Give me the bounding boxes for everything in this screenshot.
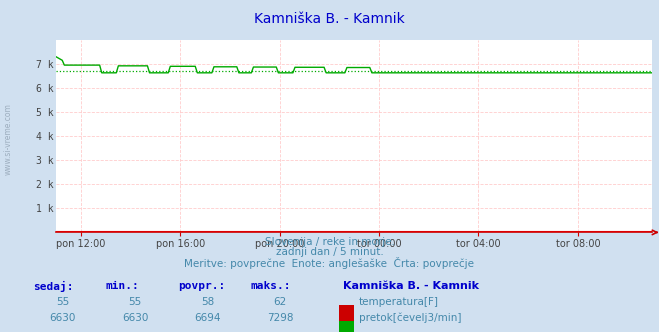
Text: 55: 55 — [129, 297, 142, 307]
Text: pretok[čevelj3/min]: pretok[čevelj3/min] — [359, 313, 462, 323]
Text: 58: 58 — [201, 297, 214, 307]
Text: temperatura[F]: temperatura[F] — [359, 297, 439, 307]
Text: Meritve: povprečne  Enote: anglešaške  Črta: povprečje: Meritve: povprečne Enote: anglešaške Črt… — [185, 257, 474, 269]
Text: 6630: 6630 — [122, 313, 148, 323]
Text: maks.:: maks.: — [250, 281, 291, 290]
Text: 7298: 7298 — [267, 313, 293, 323]
Text: zadnji dan / 5 minut.: zadnji dan / 5 minut. — [275, 247, 384, 257]
Text: Kamniška B. - Kamnik: Kamniška B. - Kamnik — [254, 12, 405, 26]
Text: sedaj:: sedaj: — [33, 281, 73, 291]
Text: 55: 55 — [56, 297, 69, 307]
Text: povpr.:: povpr.: — [178, 281, 225, 290]
Text: Kamniška B. - Kamnik: Kamniška B. - Kamnik — [343, 281, 478, 290]
Text: 62: 62 — [273, 297, 287, 307]
Text: 6694: 6694 — [194, 313, 221, 323]
Text: 6630: 6630 — [49, 313, 76, 323]
Text: min.:: min.: — [105, 281, 139, 290]
Text: Slovenija / reke in morje.: Slovenija / reke in morje. — [264, 237, 395, 247]
Text: www.si-vreme.com: www.si-vreme.com — [3, 104, 13, 175]
